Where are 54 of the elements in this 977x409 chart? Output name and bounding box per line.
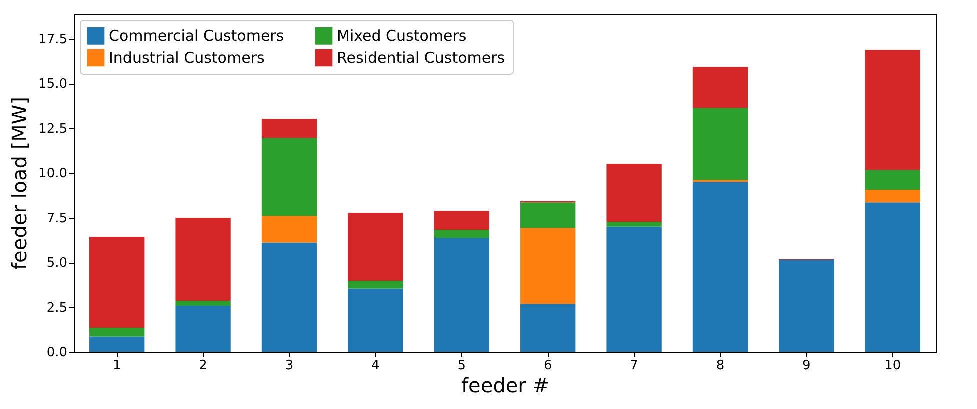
bar — [434, 238, 490, 352]
bar — [865, 50, 920, 170]
bar — [520, 202, 576, 228]
bar — [692, 108, 748, 180]
bar — [692, 182, 748, 352]
legend-label: Industrial Customers — [109, 49, 265, 67]
bar — [865, 202, 920, 352]
x-axis-title: feeder # — [462, 374, 550, 398]
legend-label: Mixed Customers — [337, 27, 467, 46]
legend-label: Residential Customers — [337, 49, 506, 67]
x-tick-label: 7 — [630, 358, 638, 374]
bar — [176, 301, 231, 306]
bar — [606, 222, 662, 227]
y-tick-label: 5.0 — [46, 256, 68, 272]
y-tick-label: 12.5 — [38, 122, 68, 137]
bar — [348, 288, 404, 352]
x-tick-label: 10 — [884, 358, 902, 374]
x-tick-label: 9 — [802, 358, 811, 374]
bar — [434, 230, 490, 238]
x-tick-label: 6 — [544, 358, 552, 374]
bar — [176, 218, 231, 302]
x-tick-label: 5 — [458, 358, 466, 374]
bar — [606, 164, 662, 222]
y-tick-label: 10.0 — [38, 166, 68, 182]
bar — [90, 328, 145, 337]
bar — [520, 304, 576, 352]
legend-label: Commercial Customers — [109, 27, 284, 46]
bar — [520, 228, 576, 304]
bar — [262, 138, 318, 216]
bar — [262, 119, 318, 138]
x-tick-label: 2 — [199, 358, 208, 374]
bar — [176, 306, 231, 352]
bar — [692, 67, 748, 108]
bar — [348, 281, 404, 289]
y-tick-label: 15.0 — [38, 77, 68, 92]
bar — [606, 226, 662, 352]
x-tick-label: 8 — [716, 358, 725, 374]
bar — [262, 242, 318, 352]
bar — [779, 260, 834, 352]
bar — [434, 211, 490, 230]
bar — [90, 336, 145, 352]
bar — [262, 216, 318, 243]
y-tick-label: 17.5 — [38, 32, 68, 48]
y-axis-title: feeder load [MW] — [8, 97, 32, 270]
x-tick-label: 1 — [112, 358, 122, 374]
bar — [348, 213, 404, 281]
y-tick-label: 7.5 — [46, 211, 68, 226]
y-tick-label: 2.5 — [46, 300, 68, 316]
x-tick-label: 3 — [285, 358, 294, 374]
y-tick-label: 0.0 — [46, 346, 68, 360]
bar — [865, 170, 920, 190]
bar — [865, 190, 920, 203]
bar — [90, 237, 145, 328]
x-tick-label: 4 — [372, 358, 380, 374]
